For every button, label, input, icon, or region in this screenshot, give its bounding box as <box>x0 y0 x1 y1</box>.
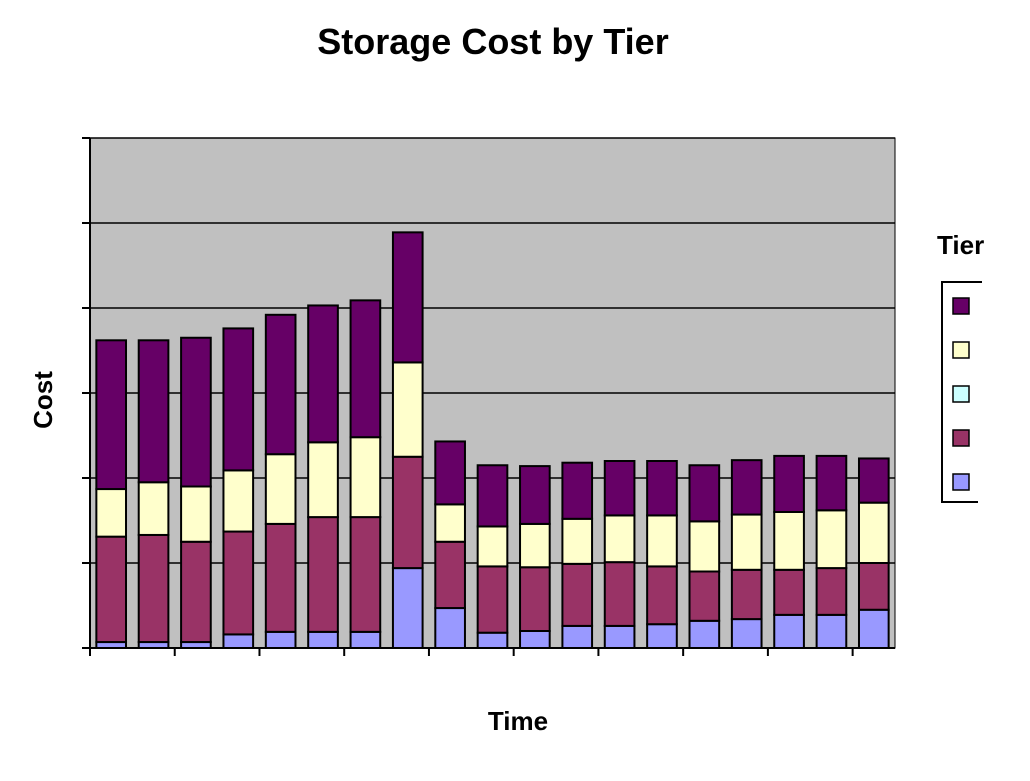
bar-segment-tier-4 <box>815 509 848 570</box>
bar-segment-tier-5 <box>519 465 551 525</box>
legend: Tier <box>937 230 984 503</box>
bar-segment-tier-2 <box>603 561 636 627</box>
legend-title: Tier <box>937 230 984 260</box>
bar-segment-tier-1 <box>519 630 551 649</box>
bar-segment-tier-5 <box>434 440 466 506</box>
bar-segment-tier-1 <box>561 624 594 650</box>
bar-segment-tier-4 <box>773 511 805 571</box>
bar-segment-tier-4 <box>180 485 212 543</box>
bar-segment-tier-1 <box>646 623 678 650</box>
bar-segment-tier-2 <box>391 455 424 570</box>
bar-segment-tier-1 <box>264 630 297 649</box>
bar-segment-tier-5 <box>603 460 636 517</box>
legend-swatch-tier-2 <box>952 429 970 447</box>
bar-segment-tier-2 <box>773 568 805 616</box>
bar-segment-tier-2 <box>646 565 678 626</box>
bar-segment-tier-5 <box>646 460 678 517</box>
legend-swatch-tier-3 <box>952 385 970 403</box>
bar-segment-tier-5 <box>857 457 890 504</box>
bar-segment-tier-1 <box>476 631 509 650</box>
bar-segment-tier-5 <box>730 459 763 516</box>
bar-segment-tier-1 <box>773 613 805 649</box>
bar-segment-tier-2 <box>476 565 509 634</box>
bar-segment-tier-1 <box>222 633 255 650</box>
bar-segment-tier-4 <box>95 488 128 538</box>
bar-segment-tier-5 <box>391 231 424 364</box>
bar-segment-tier-1 <box>857 608 890 649</box>
bar-segment-tier-5 <box>222 327 255 472</box>
bar-segment-tier-4 <box>307 441 339 519</box>
bar-segment-tier-5 <box>137 339 170 484</box>
bar-segment-tier-4 <box>222 469 255 533</box>
bar-segment-tier-4 <box>476 525 509 568</box>
bar-segment-tier-4 <box>561 517 594 565</box>
bar-segment-tier-4 <box>730 513 763 571</box>
bar-segment-tier-4 <box>264 453 297 525</box>
y-axis-label: Cost <box>28 371 58 429</box>
bar-segment-tier-4 <box>349 436 382 519</box>
bar-segment-tier-5 <box>476 464 509 528</box>
bar-segment-tier-4 <box>391 361 424 458</box>
legend-swatch-tier-5 <box>952 297 970 315</box>
bar-segment-tier-2 <box>730 568 763 621</box>
bar-segment-tier-2 <box>434 540 466 610</box>
bar-segment-tier-5 <box>688 464 721 523</box>
bar-segment-tier-5 <box>815 454 848 512</box>
legend-swatch-tier-4 <box>952 341 970 359</box>
bars <box>95 231 890 650</box>
bar-segment-tier-5 <box>180 336 212 488</box>
bar-segment-tier-4 <box>646 514 678 568</box>
bar-segment-tier-1 <box>603 624 636 650</box>
bar-segment-tier-1 <box>815 613 848 649</box>
bar-segment-tier-4 <box>688 520 721 573</box>
bar-segment-tier-4 <box>137 481 170 536</box>
bar-segment-tier-1 <box>730 618 763 649</box>
bar-segment-tier-5 <box>773 454 805 513</box>
legend-swatch-tier-1 <box>952 473 970 491</box>
bar-segment-tier-2 <box>180 540 212 644</box>
bar-segment-tier-2 <box>519 566 551 632</box>
bar-segment-tier-2 <box>815 567 848 616</box>
bar-segment-tier-2 <box>561 562 594 627</box>
bar-segment-tier-5 <box>561 461 594 520</box>
bar-segment-tier-5 <box>95 339 128 491</box>
bar-segment-tier-1 <box>307 630 339 649</box>
chart-title: Storage Cost by Tier <box>317 21 668 62</box>
bar-segment-tier-2 <box>688 570 721 622</box>
bar-segment-tier-5 <box>307 304 339 444</box>
axes <box>82 137 895 656</box>
bar-segment-tier-4 <box>434 503 466 543</box>
x-axis-label: Time <box>488 706 548 736</box>
bar-segment-tier-2 <box>222 530 255 636</box>
bar-segment-tier-1 <box>688 619 721 649</box>
bar-segment-tier-2 <box>264 522 297 633</box>
bar-segment-tier-2 <box>95 535 128 644</box>
bar-segment-tier-5 <box>264 313 297 456</box>
bar-segment-tier-2 <box>349 516 382 633</box>
legend-frame <box>941 281 982 503</box>
bar-segment-tier-4 <box>603 514 636 564</box>
bar-segment-tier-2 <box>857 562 890 611</box>
bar-segment-tier-2 <box>307 516 339 633</box>
bar-segment-tier-5 <box>349 299 382 439</box>
bar-segment-tier-4 <box>519 522 551 569</box>
bar-segment-tier-1 <box>349 630 382 649</box>
bar-segment-tier-2 <box>137 533 170 644</box>
bar-segment-tier-1 <box>391 567 424 649</box>
bar-segment-tier-4 <box>857 501 890 564</box>
bar-segment-tier-1 <box>434 607 466 649</box>
